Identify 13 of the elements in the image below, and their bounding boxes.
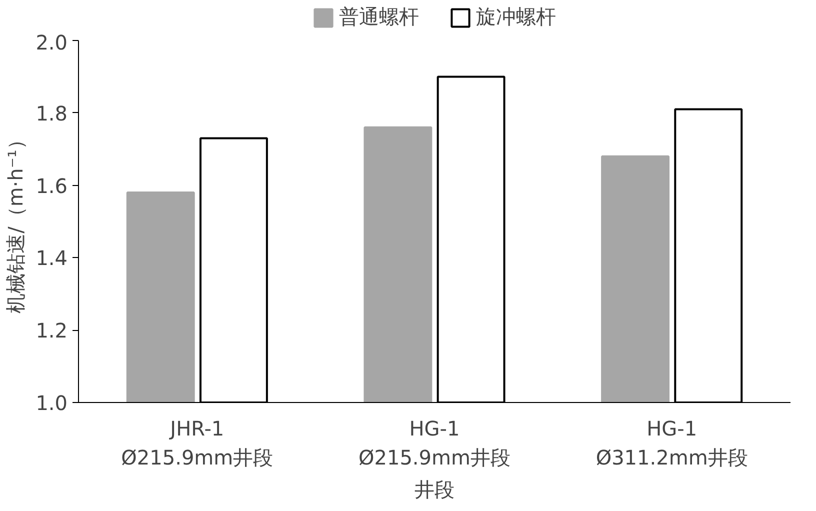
y-tick-label: 1.6 <box>36 174 68 198</box>
y-tick-label: 1.8 <box>36 101 68 126</box>
legend-label: 普通螺杆 <box>339 4 419 30</box>
y-tick-label: 1.0 <box>36 391 68 415</box>
x-tick-label: HG-1 Ø215.9mm井段 <box>358 416 510 470</box>
y-tick-label: 2.0 <box>36 30 68 54</box>
x-tick-label: HG-1 Ø311.2mm井段 <box>596 416 748 470</box>
x-tick-label: JHR-1 Ø215.9mm井段 <box>121 416 274 470</box>
x-axis-title: 井段 <box>414 477 454 502</box>
y-tick-label: 1.2 <box>36 318 68 343</box>
legend-label: 旋冲螺杆 <box>476 4 556 30</box>
y-tick-label: 1.4 <box>36 246 68 270</box>
y-axis-title: 机械钻速/（m·h⁻¹） <box>4 130 28 314</box>
